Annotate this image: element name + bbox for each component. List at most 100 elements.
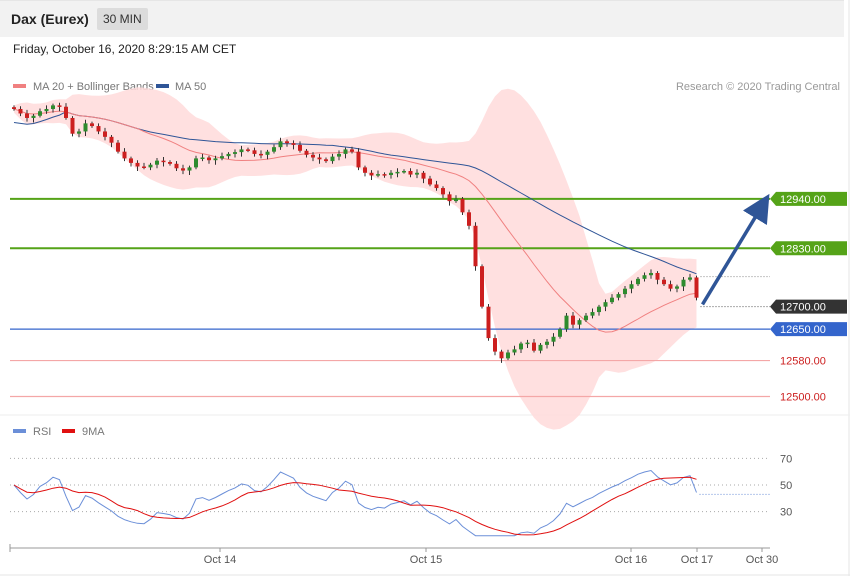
candle bbox=[551, 333, 556, 347]
chart-header: Dax (Eurex) 30 MIN bbox=[0, 0, 844, 37]
candle bbox=[382, 172, 387, 178]
candle bbox=[408, 168, 413, 178]
x-tick-label: Oct 16 bbox=[615, 554, 647, 566]
candle bbox=[350, 146, 354, 154]
rsi-ma-legend-swatch bbox=[62, 429, 75, 433]
level-label-resistance: 12830.00 bbox=[780, 243, 826, 255]
candle bbox=[493, 334, 497, 356]
candle bbox=[376, 170, 380, 178]
candle bbox=[298, 141, 302, 153]
candle bbox=[610, 294, 614, 304]
candle bbox=[571, 312, 575, 329]
level-label-resistance: 12940.00 bbox=[780, 194, 826, 206]
instrument-title: Dax (Eurex) bbox=[11, 11, 89, 27]
timestamp: Friday, October 16, 2020 8:29:15 AM CET bbox=[13, 42, 237, 56]
candle bbox=[259, 150, 263, 159]
candle bbox=[64, 103, 68, 120]
rsi-line bbox=[13, 469, 697, 537]
candle bbox=[558, 327, 562, 339]
candle bbox=[31, 113, 36, 123]
level-label-last: 12700.00 bbox=[780, 302, 826, 314]
candle bbox=[337, 150, 341, 161]
candle bbox=[194, 155, 198, 170]
candle bbox=[421, 170, 426, 184]
candle bbox=[226, 152, 231, 159]
candle bbox=[603, 299, 608, 312]
candle bbox=[395, 168, 400, 178]
candle bbox=[155, 157, 159, 169]
ma50-legend-label: MA 50 bbox=[175, 81, 206, 93]
candle bbox=[506, 349, 510, 361]
candle bbox=[278, 137, 283, 150]
rsi-level-label: 50 bbox=[780, 480, 792, 492]
candle bbox=[486, 303, 491, 341]
candle bbox=[38, 108, 42, 118]
candle bbox=[499, 349, 504, 363]
rsi-level-label: 30 bbox=[780, 507, 792, 519]
candle bbox=[636, 277, 640, 286]
candle bbox=[473, 222, 478, 271]
candle bbox=[369, 170, 374, 180]
candle bbox=[480, 264, 484, 309]
rsi-ma-legend-label: 9MA bbox=[82, 426, 105, 438]
level-tag-resistance bbox=[770, 241, 847, 256]
rsi-ma-line bbox=[13, 476, 697, 536]
candle bbox=[434, 180, 439, 191]
candle bbox=[291, 140, 296, 150]
candle bbox=[675, 284, 679, 293]
level-label-pivot: 12650.00 bbox=[780, 324, 826, 336]
candle bbox=[688, 273, 692, 282]
candle bbox=[623, 286, 627, 298]
candle bbox=[77, 128, 81, 138]
candle bbox=[70, 116, 75, 137]
candle bbox=[168, 160, 172, 166]
projection-arrow bbox=[701, 193, 770, 306]
level-tag-last bbox=[770, 299, 847, 314]
candle bbox=[116, 139, 120, 154]
candle bbox=[239, 145, 244, 157]
candle bbox=[304, 148, 309, 158]
candle bbox=[135, 160, 140, 171]
level-tag-pivot bbox=[770, 322, 847, 337]
candle bbox=[233, 149, 237, 158]
candle bbox=[103, 127, 107, 141]
candle bbox=[174, 161, 179, 171]
candle bbox=[519, 341, 523, 353]
candle bbox=[330, 153, 335, 164]
candle bbox=[12, 105, 16, 111]
candle bbox=[343, 147, 348, 159]
candle bbox=[441, 186, 445, 198]
x-tick-label: Oct 15 bbox=[410, 554, 442, 566]
bollinger-bands bbox=[14, 87, 697, 430]
candle bbox=[44, 105, 49, 114]
candle bbox=[324, 157, 328, 163]
candle bbox=[187, 165, 192, 176]
candle bbox=[207, 155, 211, 164]
candle bbox=[616, 292, 621, 301]
candle bbox=[460, 197, 465, 216]
candle bbox=[668, 280, 673, 292]
candle bbox=[564, 312, 569, 332]
candle bbox=[148, 162, 153, 171]
candle bbox=[90, 121, 94, 128]
candle bbox=[694, 275, 699, 301]
candle bbox=[525, 339, 530, 348]
level-tag-resistance bbox=[770, 191, 847, 206]
candle bbox=[415, 169, 419, 179]
candle bbox=[454, 195, 458, 203]
candle bbox=[265, 149, 270, 160]
candle bbox=[649, 269, 653, 279]
ma20-legend-swatch bbox=[13, 84, 26, 88]
ma50-legend-swatch bbox=[156, 84, 169, 88]
rsi-legend-label: RSI bbox=[33, 426, 51, 438]
x-tick-label: Oct 17 bbox=[681, 554, 713, 566]
x-tick-label: Oct 30 bbox=[746, 554, 778, 566]
candle bbox=[200, 153, 205, 162]
timeframe-button[interactable]: 30 MIN bbox=[97, 8, 148, 30]
level-label-support: 12580.00 bbox=[780, 356, 826, 368]
candle bbox=[272, 144, 276, 154]
candle bbox=[402, 169, 406, 174]
candle bbox=[356, 148, 361, 171]
candle bbox=[512, 345, 517, 356]
candle bbox=[109, 135, 114, 148]
